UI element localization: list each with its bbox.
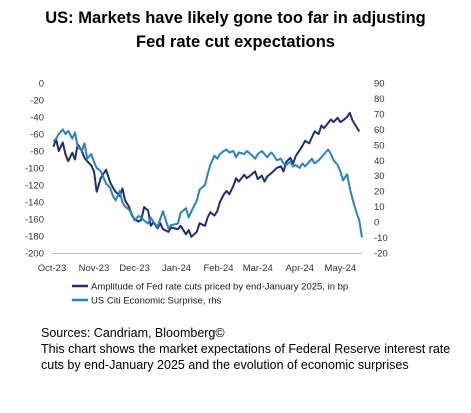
x-axis-tick-label: Dec-23 xyxy=(119,263,150,274)
left-axis-tick-label: 0 xyxy=(39,79,44,90)
x-axis-tick-label: Oct-23 xyxy=(38,263,67,274)
chart-title-line-2: Fed rate cut expectations xyxy=(136,33,335,51)
left-axis-tick-label: -120 xyxy=(25,181,44,192)
left-axis-tick-label: -180 xyxy=(25,232,44,243)
right-axis-tick-label: 60 xyxy=(374,125,385,136)
series-lines xyxy=(52,111,363,238)
right-axis-tick-label: -20 xyxy=(374,249,388,260)
x-axis-tick-label: Jan-24 xyxy=(162,263,191,274)
x-axis-tick-label: Feb-24 xyxy=(203,263,233,274)
chart-title: US: Markets have likely gone too far in … xyxy=(0,6,471,54)
x-axis: Oct-23 Nov-23 Dec-23 Jan-24 Feb-24 Mar-24 Apr-… xyxy=(38,253,362,274)
left-axis-tick-label: -140 xyxy=(25,198,44,209)
legend: Amplitude of Fed rate cuts priced by end… xyxy=(72,282,348,307)
left-axis-tick-label: -160 xyxy=(25,215,44,226)
citi-economic-surprise-line xyxy=(52,128,363,238)
chart-footer: Sources: Candriam, Bloomberg© This chart… xyxy=(41,325,461,373)
right-axis-tick-label: 30 xyxy=(374,171,385,182)
left-axis-tick-label: -200 xyxy=(25,249,44,260)
x-axis-tick-label: Mar-24 xyxy=(243,263,273,274)
left-axis-tick-label: -100 xyxy=(25,164,44,175)
right-axis-tick-label: 90 xyxy=(374,79,385,90)
left-axis-tick-label: -60 xyxy=(30,130,44,141)
left-axis-tick-label: -40 xyxy=(30,113,44,124)
left-axis-tick-label: -20 xyxy=(30,96,44,107)
right-axis-tick-label: 0 xyxy=(374,218,379,229)
chart-title-line-1: US: Markets have likely gone too far in … xyxy=(45,9,426,27)
fed-rate-cuts-line xyxy=(52,111,361,238)
right-axis-tick-label: 10 xyxy=(374,202,385,213)
right-axis-tick-label: 40 xyxy=(374,156,385,167)
x-axis-tick-label: Nov-23 xyxy=(79,263,110,274)
legend-label: US Citi Economic Surprise, rhs xyxy=(91,296,222,307)
right-axis-tick-label: 50 xyxy=(374,140,385,151)
sources-note: Sources: Candriam, Bloomberg© xyxy=(41,326,225,340)
line-chart: 0-20-40-60-80-100-120-140-160-180-200 90… xyxy=(25,79,388,307)
legend-label: Amplitude of Fed rate cuts priced by end… xyxy=(91,282,348,293)
right-axis-ticks: 90 80 70 60 50 40 30 20 10 0 -10 -20 xyxy=(374,79,388,260)
chart-description: This chart shows the market expectations… xyxy=(41,342,451,372)
right-axis-tick-label: 70 xyxy=(374,109,385,120)
x-axis-tick-label: Apr-24 xyxy=(285,263,314,274)
right-axis-tick-label: -10 xyxy=(374,233,388,244)
right-axis-tick-label: 80 xyxy=(374,94,385,105)
x-axis-tick-label: May-24 xyxy=(324,263,356,274)
left-axis-ticks: 0 -20 -40 -60 -80 -100 -120 -140 -160 -180 -200 xyxy=(25,79,44,260)
left-axis-tick-label: -80 xyxy=(30,147,44,158)
right-axis-tick-label: 20 xyxy=(374,187,385,198)
